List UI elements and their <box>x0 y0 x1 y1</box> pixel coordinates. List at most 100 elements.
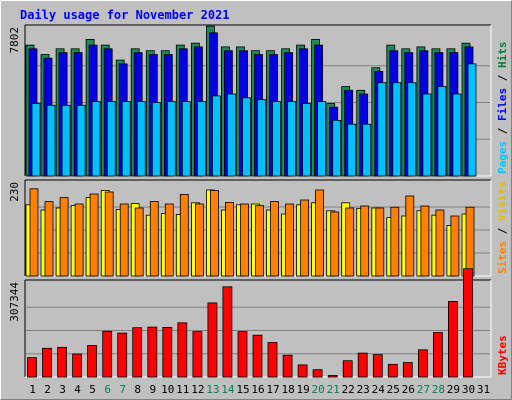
legend-segment: Pages <box>496 141 509 174</box>
legend-segment: Files <box>496 88 509 121</box>
legend-segment: / <box>496 68 509 88</box>
bar-sites-day-27 <box>420 205 430 277</box>
x-tick-label-day-30: 30 <box>462 383 475 396</box>
bar-kbytes-day-14 <box>222 286 233 378</box>
bar-sites-day-14 <box>224 201 234 277</box>
bar-kbytes-day-22 <box>342 360 353 378</box>
bar-sites-day-3 <box>59 197 69 277</box>
bar-kbytes-day-4 <box>72 353 82 378</box>
bar-pages-day-22 <box>347 123 357 177</box>
bar-pages-day-2 <box>46 104 56 177</box>
panel-bottom-legend: KBytes <box>496 335 509 375</box>
bar-sites-day-12 <box>194 203 204 277</box>
bar-pages-day-8 <box>136 101 146 177</box>
x-tick-label-day-6: 6 <box>104 383 111 396</box>
bar-kbytes-day-21 <box>327 375 338 378</box>
bar-kbytes-day-13 <box>207 302 218 378</box>
bar-kbytes-day-26 <box>402 362 413 378</box>
bar-pages-day-19 <box>302 103 312 177</box>
bar-pages-day-25 <box>392 82 402 177</box>
bar-pages-day-12 <box>196 101 206 177</box>
bar-kbytes-day-30 <box>463 268 473 378</box>
bar-kbytes-day-5 <box>87 345 97 378</box>
bar-pages-day-30 <box>467 63 477 177</box>
x-tick-label-day-1: 1 <box>29 383 36 396</box>
bar-sites-day-10 <box>164 203 174 277</box>
bar-sites-day-11 <box>179 193 189 277</box>
x-tick-label-day-25: 25 <box>387 383 400 396</box>
x-tick-label-day-24: 24 <box>372 383 386 396</box>
panel-top-legend: Pages / Files / Hits <box>496 42 509 175</box>
x-tick-label-day-3: 3 <box>59 383 66 396</box>
bar-sites-day-13 <box>209 189 219 277</box>
x-tick-label-day-10: 10 <box>161 383 174 396</box>
bar-pages-day-3 <box>61 104 71 177</box>
x-tick-label-day-18: 18 <box>281 383 294 396</box>
bar-sites-day-20 <box>315 189 325 277</box>
bar-pages-day-17 <box>272 101 281 177</box>
bar-sites-day-26 <box>405 195 415 277</box>
x-tick-label-day-17: 17 <box>266 383 279 396</box>
bar-kbytes-day-9 <box>147 326 158 378</box>
bar-pages-day-23 <box>362 123 372 177</box>
bar-sites-day-5 <box>89 193 99 277</box>
bar-sites-day-30 <box>465 206 475 277</box>
bar-sites-day-22 <box>345 207 355 277</box>
bar-sites-day-25 <box>390 206 400 277</box>
bar-pages-day-14 <box>226 93 236 177</box>
bar-kbytes-day-25 <box>387 363 398 378</box>
legend-segment: Sites <box>496 241 509 274</box>
bar-kbytes-day-1 <box>27 357 37 378</box>
x-tick-label-day-14: 14 <box>221 383 235 396</box>
bar-pages-day-7 <box>121 101 131 177</box>
bar-sites-day-6 <box>104 191 114 277</box>
bar-kbytes-day-7 <box>117 332 128 378</box>
legend-segment: Visits <box>496 181 509 221</box>
x-tick-label-day-5: 5 <box>89 383 96 396</box>
bar-pages-day-27 <box>422 93 432 177</box>
bar-pages-day-18 <box>287 101 297 177</box>
bar-kbytes-day-16 <box>252 334 263 378</box>
bar-kbytes-day-29 <box>447 300 458 378</box>
bar-kbytes-day-19 <box>297 364 308 378</box>
bar-kbytes-day-28 <box>432 332 443 378</box>
x-tick-label-day-8: 8 <box>134 383 141 396</box>
bar-pages-day-24 <box>377 82 387 177</box>
bar-kbytes-day-27 <box>417 349 428 378</box>
legend-segment: KBytes <box>496 335 509 375</box>
bar-kbytes-day-11 <box>177 322 188 378</box>
bar-pages-day-10 <box>166 101 176 177</box>
panel-middle-legend: Sites / Visits <box>496 181 509 274</box>
bar-kbytes-day-24 <box>372 354 383 378</box>
legend-segment: / <box>496 121 509 141</box>
panel-bottom-max-label: 307344 <box>8 282 21 322</box>
bars-layer <box>25 25 477 378</box>
bar-sites-day-9 <box>149 201 159 277</box>
bar-sites-day-2 <box>44 201 54 277</box>
x-tick-label-day-19: 19 <box>296 383 309 396</box>
x-tick-label-day-21: 21 <box>327 383 340 396</box>
bar-pages-day-28 <box>437 86 447 177</box>
bar-pages-day-6 <box>106 101 116 177</box>
bar-pages-day-21 <box>332 120 342 177</box>
bar-pages-day-26 <box>407 82 417 177</box>
bar-sites-day-17 <box>270 201 279 277</box>
bar-sites-day-1 <box>29 188 39 277</box>
x-tick-label-day-27: 27 <box>417 383 430 396</box>
bar-pages-day-29 <box>452 93 462 177</box>
x-tick-label-day-9: 9 <box>149 383 156 396</box>
x-tick-label-day-2: 2 <box>44 383 51 396</box>
chart-title: Daily usage for November 2021 <box>20 8 230 22</box>
bar-kbytes-day-6 <box>102 330 113 378</box>
bar-kbytes-day-17 <box>267 342 278 378</box>
bar-pages-day-13 <box>211 95 221 177</box>
bar-sites-day-7 <box>119 203 129 277</box>
x-tick-label-day-15: 15 <box>236 383 249 396</box>
bar-kbytes-day-2 <box>42 347 52 378</box>
bar-kbytes-day-10 <box>162 326 173 378</box>
bar-sites-day-23 <box>360 205 370 277</box>
x-tick-label-day-23: 23 <box>357 383 370 396</box>
bar-pages-day-16 <box>257 99 266 177</box>
bar-sites-day-4 <box>74 203 84 277</box>
